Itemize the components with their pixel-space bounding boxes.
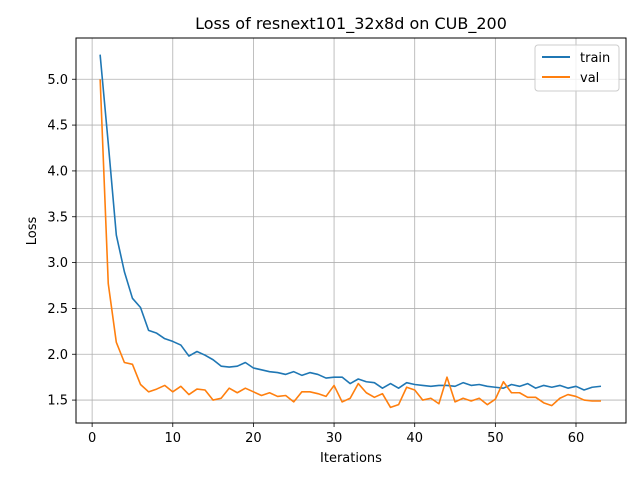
series-lines	[99, 54, 602, 409]
series-line-val	[99, 79, 601, 409]
x-axis-ticks: 0 10 20 30 40 50 60	[88, 423, 584, 446]
x-tick-label: 40	[406, 431, 423, 446]
x-tick-label: 50	[487, 431, 504, 446]
plot-frame	[75, 37, 627, 424]
x-axis-label: Iterations	[320, 451, 382, 466]
y-tick-label: 5.0	[47, 73, 68, 88]
y-tick-label: 3.0	[47, 256, 68, 271]
legend-label-train: train	[580, 51, 610, 66]
y-tick-label: 2.5	[47, 302, 68, 317]
y-tick-label: 4.5	[47, 119, 68, 134]
y-axis-label: Loss	[25, 217, 40, 246]
x-tick-label: 20	[245, 431, 262, 446]
x-tick-label: 10	[165, 431, 182, 446]
chart-title: Loss of resnext101_32x8d on CUB_200	[195, 14, 507, 34]
legend: train val	[534, 44, 620, 92]
y-tick-label: 1.5	[47, 394, 68, 409]
grid	[76, 38, 626, 423]
y-tick-label: 3.5	[47, 210, 68, 225]
x-tick-label: 30	[326, 431, 343, 446]
y-tick-label: 2.0	[47, 348, 68, 363]
y-tick-label: 4.0	[47, 164, 68, 179]
x-tick-label: 60	[568, 431, 585, 446]
series-line-train	[99, 54, 602, 391]
y-axis-ticks: 1.5 2.0 2.5 3.0 3.5 4.0 4.5 5.0	[47, 73, 76, 409]
legend-label-val: val	[580, 71, 599, 86]
x-tick-label: 0	[88, 431, 96, 446]
